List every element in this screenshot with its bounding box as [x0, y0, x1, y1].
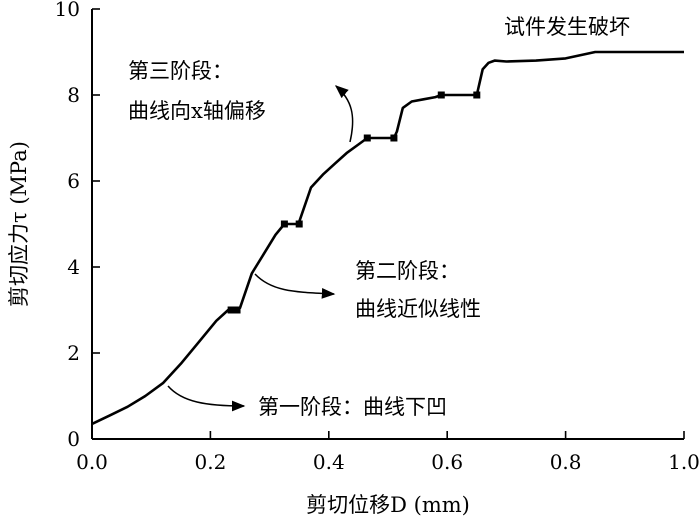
- arrow-stage2: [254, 273, 336, 299]
- y-tick-label: 2: [67, 341, 80, 365]
- step-marker: [473, 91, 481, 99]
- step-marker: [437, 91, 445, 99]
- step-marker: [295, 220, 303, 228]
- step-marker: [390, 134, 398, 142]
- arrow-stage3: [334, 85, 354, 143]
- step-marker: [233, 306, 241, 314]
- y-tick-label: 4: [67, 255, 80, 279]
- arrow-stage1: [167, 385, 246, 412]
- step-marker: [363, 134, 371, 142]
- x-tick-label: 0.6: [431, 450, 463, 474]
- step-markers: [227, 91, 481, 314]
- x-tick-label: 1.0: [668, 450, 700, 474]
- x-axis-title: 剪切位移D (mm): [306, 493, 470, 517]
- x-tick-label: 0.2: [194, 450, 226, 474]
- annotation-stage2-title: 第二阶段：: [355, 259, 460, 283]
- annotation-stage1: 第一阶段：曲线下凹: [258, 395, 447, 419]
- x-tick-label: 0.4: [313, 450, 345, 474]
- annotation-stage3-desc: 曲线向x轴偏移: [128, 99, 266, 123]
- y-tick-label: 0: [67, 427, 80, 451]
- axis-tick-labels: 0.0 0.2 0.4 0.6 0.8 1.0 0 2 4 6 8 10: [55, 0, 700, 474]
- y-tick-label: 10: [55, 0, 80, 21]
- annotation-stage3-title: 第三阶段：: [128, 59, 233, 83]
- step-marker: [227, 306, 235, 314]
- y-tick-label: 8: [67, 83, 80, 107]
- y-tick-label: 6: [67, 169, 80, 193]
- annotation-failure: 试件发生破坏: [504, 15, 630, 39]
- x-tick-label: 0.8: [550, 450, 582, 474]
- annotation-stage2-desc: 曲线近似线性: [355, 297, 481, 321]
- y-axis-title: 剪切应力τ (MPa): [7, 141, 31, 307]
- axis-ticks: [91, 8, 685, 440]
- step-marker: [280, 220, 288, 228]
- x-tick-label: 0.0: [76, 450, 108, 474]
- plot-frame: [91, 9, 684, 440]
- series-line: [91, 50, 684, 426]
